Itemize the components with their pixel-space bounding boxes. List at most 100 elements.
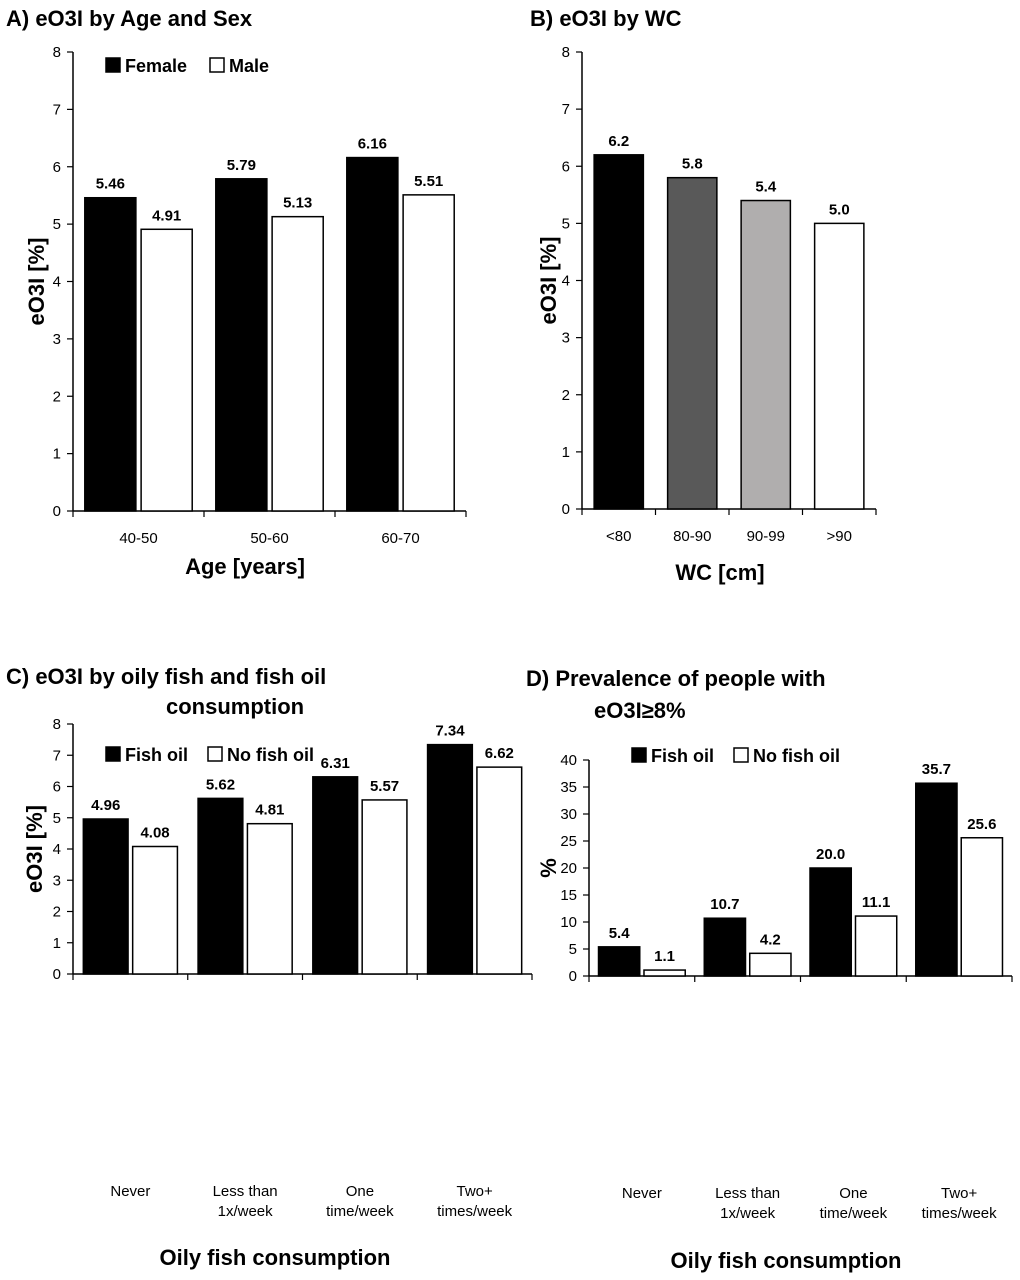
y-tick-label: 0	[569, 968, 577, 985]
bar	[666, 176, 718, 510]
bar-male	[402, 194, 455, 512]
x-category-label: One	[346, 1183, 374, 1200]
bar-male	[140, 228, 193, 512]
legend-swatch	[207, 746, 223, 762]
y-tick-label: 2	[53, 904, 61, 921]
data-label: 20.0	[816, 846, 845, 863]
y-tick-label: 5	[53, 216, 61, 233]
bar-no-fish-oil	[854, 915, 898, 977]
x-category-label: 50-60	[250, 530, 288, 547]
x-axis-label: Oily fish consumption	[670, 1248, 901, 1273]
data-label: 5.4	[755, 179, 777, 196]
legend-label: Male	[229, 56, 269, 76]
x-category-label: 90-99	[747, 528, 785, 545]
y-tick-label: 4	[53, 274, 61, 291]
bar-no-fish-oil	[476, 766, 523, 975]
bar-male	[271, 215, 324, 512]
chart-title-line: eO3I≥8%	[594, 698, 686, 723]
chart-title-line: consumption	[166, 694, 304, 719]
legend-label: No fish oil	[227, 745, 314, 765]
x-category-label: One	[839, 1185, 867, 1202]
y-tick-label: 35	[560, 779, 577, 796]
y-tick-label: 4	[562, 273, 570, 290]
bar-female	[346, 156, 399, 512]
x-category-label: <80	[606, 528, 631, 545]
y-tick-label: 15	[560, 887, 577, 904]
data-label: 5.4	[609, 925, 631, 942]
bar-fish-oil	[915, 782, 958, 977]
chart-title-line: B) eO3I by WC	[530, 6, 682, 31]
legend-swatch	[105, 57, 121, 73]
data-label: 4.08	[140, 825, 169, 842]
bar-no-fish-oil	[960, 837, 1004, 977]
bar-no-fish-oil	[643, 969, 686, 977]
y-tick-label: 6	[53, 159, 61, 176]
data-label: 5.62	[206, 776, 235, 793]
x-category-label: Two+	[456, 1183, 493, 1200]
data-label: 6.2	[608, 133, 629, 150]
y-tick-label: 5	[562, 215, 570, 232]
data-label: 4.2	[760, 931, 781, 948]
x-category-label: time/week	[820, 1205, 888, 1222]
bar-female	[215, 178, 268, 512]
data-label: 35.7	[922, 761, 951, 778]
data-label: 6.62	[485, 745, 514, 762]
x-category-label: Less than	[213, 1183, 278, 1200]
bar-female	[84, 196, 137, 512]
y-axis-label: eO3I [%]	[24, 237, 49, 325]
bar	[593, 154, 645, 510]
y-tick-label: 1	[562, 444, 570, 461]
y-tick-label: 3	[53, 872, 61, 889]
y-tick-label: 1	[53, 935, 61, 952]
data-label: 25.6	[967, 816, 996, 833]
data-label: 5.0	[829, 201, 850, 218]
y-tick-label: 5	[53, 810, 61, 827]
x-category-label: Two+	[941, 1185, 978, 1202]
legend-label: No fish oil	[753, 746, 840, 766]
x-category-label: Never	[622, 1185, 662, 1202]
bar-fish-oil	[597, 946, 641, 977]
y-tick-label: 0	[562, 501, 570, 518]
bar	[740, 199, 792, 510]
y-tick-label: 1	[53, 446, 61, 463]
y-tick-label: 2	[53, 388, 61, 405]
y-axis-label: %	[536, 858, 561, 878]
bar-no-fish-oil	[131, 845, 179, 975]
bar-fish-oil	[312, 776, 359, 975]
bar-no-fish-oil	[246, 822, 293, 975]
x-category-label: time/week	[326, 1203, 394, 1220]
y-tick-label: 7	[562, 101, 570, 118]
data-label: 1.1	[654, 948, 675, 965]
y-tick-label: 0	[53, 503, 61, 520]
data-label: 11.1	[862, 894, 890, 911]
chart-panel-4: D) Prevalence of people with eO3I≥8% 0 5 10 1…	[526, 666, 1013, 1273]
y-axis-label: eO3I [%]	[22, 805, 47, 893]
data-label: 5.51	[414, 173, 443, 190]
x-category-label: Less than	[715, 1185, 780, 1202]
x-category-label: 1x/week	[218, 1203, 274, 1220]
y-tick-label: 8	[53, 716, 61, 733]
x-category-label: 60-70	[381, 530, 419, 547]
x-category-label: 1x/week	[720, 1205, 776, 1222]
x-axis-label: WC [cm]	[675, 560, 764, 585]
data-label: 5.13	[283, 195, 312, 212]
data-label: 6.31	[321, 755, 350, 772]
y-axis-label: eO3I [%]	[536, 236, 561, 324]
y-tick-label: 7	[53, 101, 61, 118]
bar-fish-oil	[197, 797, 244, 975]
x-category-label: >90	[827, 528, 852, 545]
chart-title-line: A) eO3I by Age and Sex	[6, 6, 253, 31]
y-tick-label: 4	[53, 841, 61, 858]
chart-title-line: D) Prevalence of people with	[526, 666, 826, 691]
x-axis-label: Age [years]	[185, 554, 305, 579]
legend-swatch	[631, 747, 647, 763]
data-label: 6.16	[358, 136, 387, 153]
x-category-label: Never	[110, 1183, 150, 1200]
legend-swatch	[209, 57, 225, 73]
x-category-label: times/week	[922, 1205, 998, 1222]
y-tick-label: 0	[53, 966, 61, 983]
data-label: 5.79	[227, 157, 256, 174]
chart-panel-2: B) eO3I by WC 0 1 2 3 4 5 6 7 8 eO3I [%] WC [cm] <80…	[530, 6, 877, 585]
y-tick-label: 20	[560, 860, 577, 877]
bar-no-fish-oil	[361, 799, 408, 975]
